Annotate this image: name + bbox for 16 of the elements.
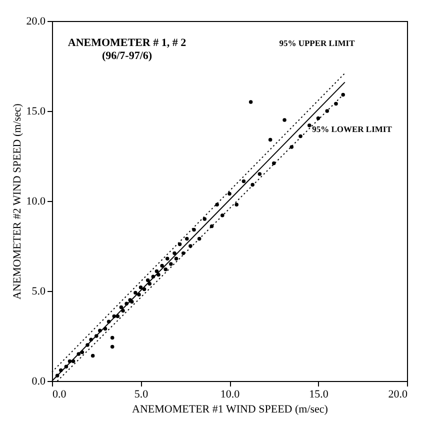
y-axis-title: ANEMOMETER #2 WIND SPEED (m/sec) [11, 103, 24, 300]
y-tick-label: 5.0 [32, 286, 46, 298]
x-tick-label: 5.0 [134, 388, 149, 400]
y-tick-label: 10.0 [26, 196, 46, 208]
x-tick-label: 15.0 [309, 388, 329, 400]
x-tick-label: 10.0 [220, 388, 240, 400]
x-axis-title: ANEMOMETER #1 WIND SPEED (m/sec) [132, 404, 328, 416]
x-tick-label: 0.0 [52, 388, 67, 400]
annotation: 95% LOWER LIMIT [312, 124, 392, 134]
y-tick-label: 20.0 [26, 16, 46, 28]
y-tick-label: 15.0 [26, 106, 46, 118]
x-tick-label: 20.0 [388, 388, 408, 400]
annotation: ANEMOMETER # 1, # 2 [68, 37, 187, 49]
annotation: (96/7-97/6) [102, 50, 152, 62]
annotation: 95% UPPER LIMIT [279, 38, 356, 48]
y-tick-label: 0.0 [32, 376, 46, 388]
